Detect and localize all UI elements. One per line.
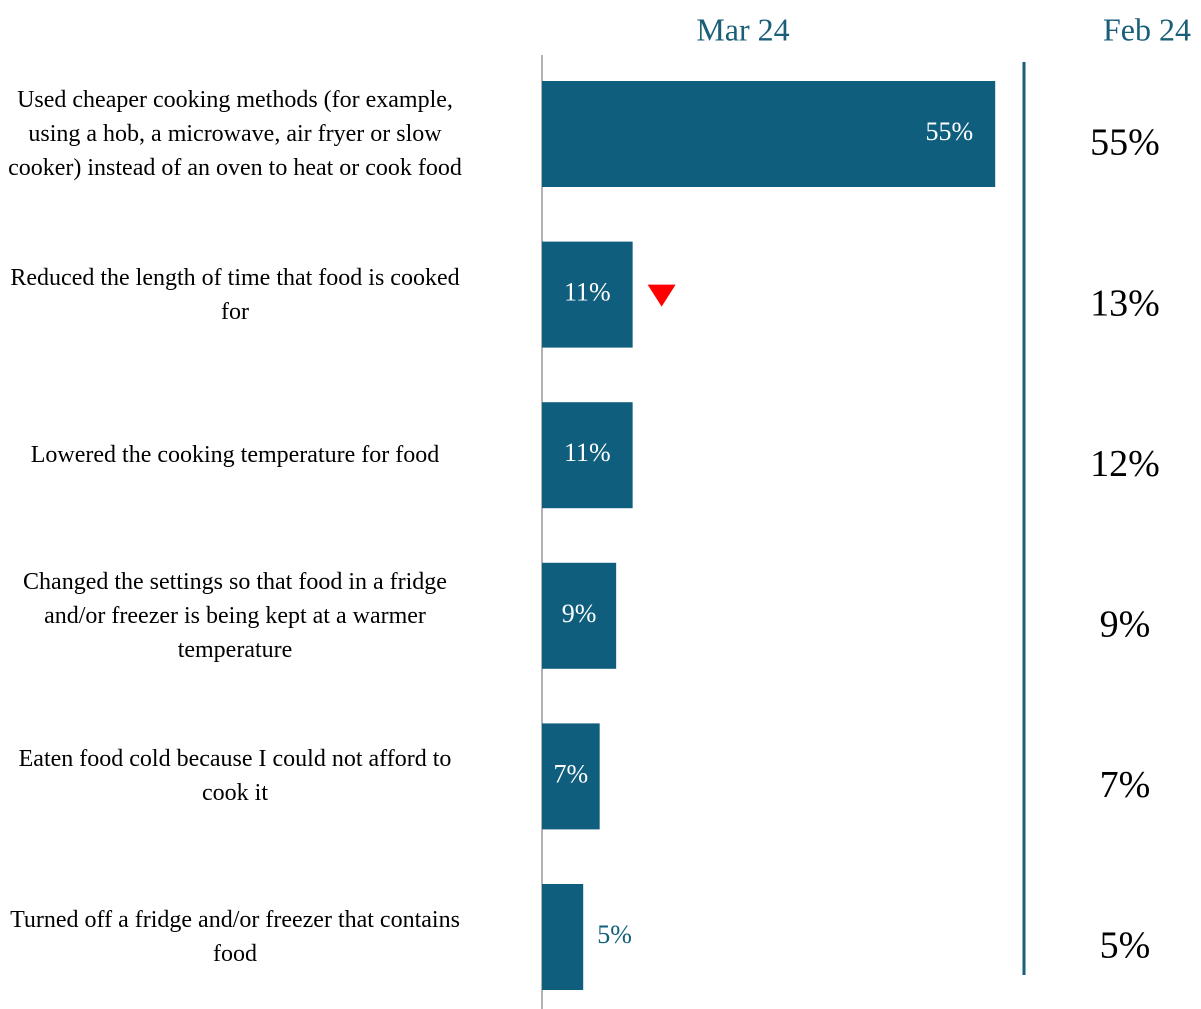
data-label: 9%: [562, 599, 597, 628]
comparison-value: 12%: [1090, 443, 1160, 485]
bar: [542, 241, 633, 348]
bar: [542, 884, 584, 990]
category-label: Changed the settings so that food in a f…: [23, 568, 447, 663]
comparison-value: 5%: [1100, 925, 1151, 967]
category-label: Reduced the length of time that food is …: [10, 264, 460, 325]
bar: [542, 562, 617, 669]
column-header: Feb 24: [1103, 11, 1191, 47]
bar: [542, 723, 600, 830]
category-label: Used cheaper cooking methods (for exampl…: [8, 87, 462, 181]
comparison-value: 9%: [1100, 604, 1151, 646]
comparison-value: 55%: [1090, 122, 1160, 164]
data-label: 11%: [564, 438, 611, 467]
category-label: Eaten food cold because I could not affo…: [18, 746, 452, 807]
comparison-value: 13%: [1090, 282, 1160, 324]
category-label: Lowered the cooking temperature for food: [30, 442, 440, 469]
data-label: 7%: [554, 759, 589, 788]
comparison-value: 7%: [1100, 764, 1151, 806]
bar: [542, 402, 633, 509]
data-label: 55%: [926, 117, 974, 146]
column-header: Mar 24: [696, 11, 789, 47]
bar: [542, 81, 996, 187]
significance-marker: [647, 284, 676, 307]
data-label: 5%: [597, 920, 632, 949]
category-label: Turned off a fridge and/or freezer that …: [10, 907, 460, 967]
data-label: 11%: [564, 278, 611, 307]
